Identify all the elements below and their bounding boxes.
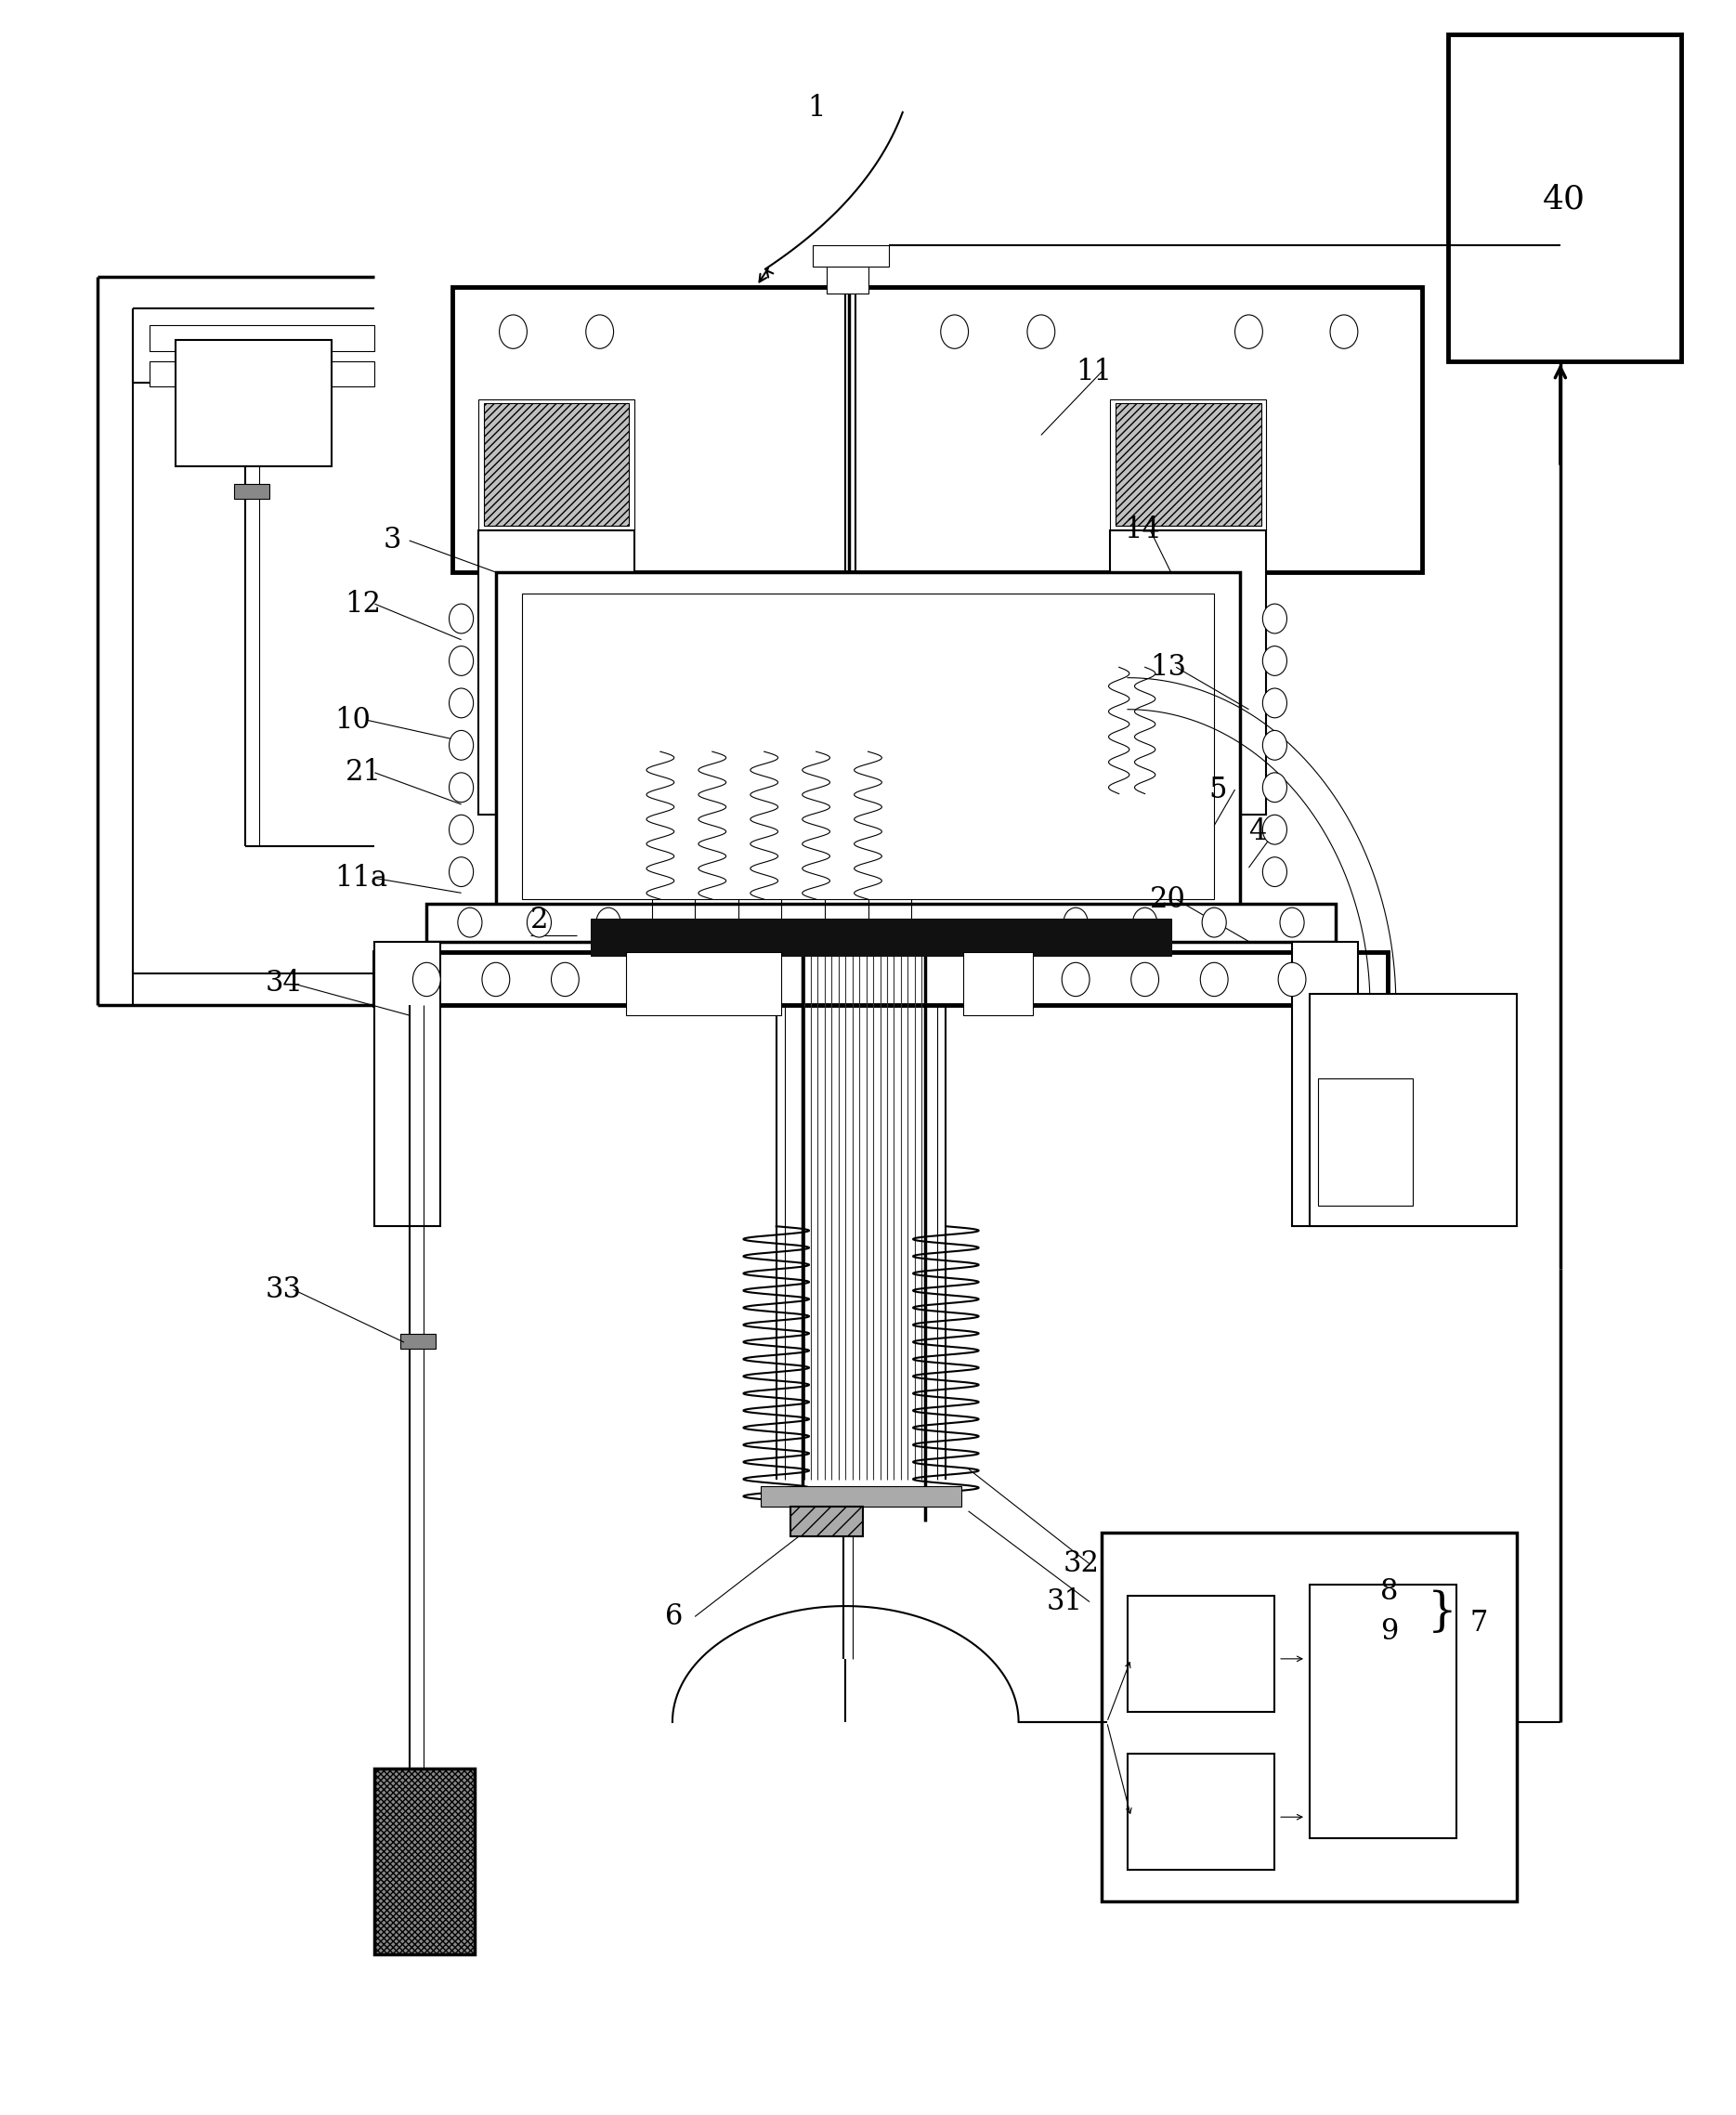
Text: 32: 32 xyxy=(1064,1550,1101,1578)
Circle shape xyxy=(413,962,441,996)
Bar xyxy=(427,903,1335,941)
Bar xyxy=(484,404,628,527)
Text: }: } xyxy=(1429,1588,1458,1635)
Bar xyxy=(479,531,634,814)
Bar xyxy=(790,1506,863,1535)
Text: 10: 10 xyxy=(335,706,372,734)
Circle shape xyxy=(1064,907,1088,937)
Bar xyxy=(1448,34,1682,362)
Text: 6: 6 xyxy=(665,1603,684,1631)
Bar xyxy=(760,1487,962,1506)
Circle shape xyxy=(1062,962,1090,996)
Circle shape xyxy=(1132,962,1160,996)
Circle shape xyxy=(1262,730,1286,759)
Circle shape xyxy=(1330,315,1358,349)
Circle shape xyxy=(450,687,474,717)
Bar xyxy=(1292,941,1358,1227)
Bar xyxy=(175,341,332,467)
Bar xyxy=(812,245,889,266)
Bar xyxy=(149,326,375,351)
Bar xyxy=(625,952,781,1015)
Circle shape xyxy=(528,907,552,937)
Circle shape xyxy=(1262,772,1286,802)
Bar xyxy=(1111,531,1266,814)
Text: 20: 20 xyxy=(1151,884,1186,914)
Bar xyxy=(1116,404,1260,527)
Bar xyxy=(375,1768,476,1954)
Bar xyxy=(1111,400,1266,531)
Text: 1: 1 xyxy=(807,93,826,123)
Circle shape xyxy=(500,315,528,349)
Bar xyxy=(590,918,1170,956)
Circle shape xyxy=(1262,687,1286,717)
Circle shape xyxy=(1234,315,1262,349)
Circle shape xyxy=(1262,857,1286,886)
Circle shape xyxy=(1028,315,1055,349)
Circle shape xyxy=(1262,605,1286,632)
Circle shape xyxy=(1278,962,1305,996)
Bar xyxy=(963,952,1033,1015)
Bar xyxy=(523,594,1213,899)
Text: 31: 31 xyxy=(1047,1588,1083,1616)
Text: 33: 33 xyxy=(266,1275,302,1305)
Circle shape xyxy=(450,814,474,844)
Circle shape xyxy=(1279,907,1304,937)
Text: 3: 3 xyxy=(384,527,401,554)
Bar xyxy=(1128,1753,1274,1870)
Circle shape xyxy=(1262,814,1286,844)
Text: 21: 21 xyxy=(345,759,382,787)
Bar xyxy=(375,952,1387,1005)
Bar xyxy=(149,362,375,387)
Text: 8: 8 xyxy=(1380,1578,1397,1605)
Circle shape xyxy=(458,907,483,937)
Circle shape xyxy=(483,962,510,996)
Text: 5: 5 xyxy=(1208,776,1227,804)
Circle shape xyxy=(1134,907,1158,937)
Circle shape xyxy=(595,907,620,937)
Text: 11a: 11a xyxy=(335,863,387,893)
Text: 4: 4 xyxy=(1248,816,1267,846)
Circle shape xyxy=(585,315,613,349)
Text: 11: 11 xyxy=(1076,357,1113,387)
Bar xyxy=(453,288,1422,573)
Bar xyxy=(375,941,441,1227)
Text: 9: 9 xyxy=(1380,1618,1397,1645)
Circle shape xyxy=(1200,962,1227,996)
Circle shape xyxy=(450,772,474,802)
Text: 40: 40 xyxy=(1542,184,1585,214)
Text: 7: 7 xyxy=(1470,1610,1488,1637)
Bar xyxy=(234,484,269,499)
Circle shape xyxy=(450,857,474,886)
Circle shape xyxy=(1201,907,1226,937)
Circle shape xyxy=(450,605,474,632)
Bar xyxy=(401,1335,436,1349)
Text: 12: 12 xyxy=(345,590,382,618)
Circle shape xyxy=(552,962,578,996)
Circle shape xyxy=(1262,645,1286,675)
Text: 14: 14 xyxy=(1125,516,1160,544)
Bar xyxy=(826,252,868,294)
Bar xyxy=(1309,1584,1457,1838)
Bar xyxy=(496,573,1240,920)
Circle shape xyxy=(450,645,474,675)
Bar xyxy=(1318,1079,1413,1206)
Circle shape xyxy=(450,730,474,759)
Text: 34: 34 xyxy=(266,969,302,998)
Text: 2: 2 xyxy=(531,905,549,935)
Bar xyxy=(1128,1595,1274,1711)
Bar xyxy=(1309,994,1517,1227)
Bar xyxy=(479,400,634,531)
Bar xyxy=(1102,1531,1517,1901)
Text: 13: 13 xyxy=(1151,654,1186,681)
Circle shape xyxy=(941,315,969,349)
